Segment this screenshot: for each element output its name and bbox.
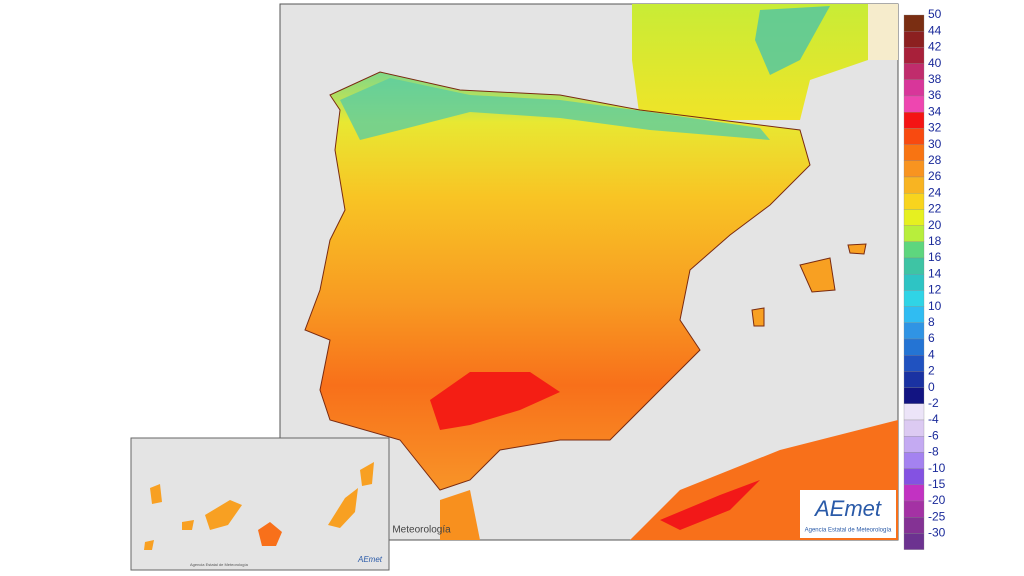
legend-label: 38	[928, 72, 942, 86]
legend-swatch	[903, 31, 925, 48]
legend-swatch	[903, 209, 925, 226]
island	[205, 500, 242, 530]
sea-area	[868, 4, 898, 60]
legend-swatch	[903, 419, 925, 437]
logo-box	[800, 490, 896, 538]
legend-label: 6	[928, 331, 935, 345]
legend-label: 18	[928, 234, 942, 248]
legend-swatch	[903, 14, 925, 32]
canarias-inset: Agencia Estatal de Meteorología AEmet	[130, 437, 390, 571]
alps-area	[755, 6, 830, 75]
inset-logo: AEmet	[357, 555, 383, 564]
legend-label: 0	[928, 380, 935, 394]
legend-swatch	[903, 128, 925, 145]
legend-label: 2	[928, 364, 935, 378]
legend-label: 16	[928, 250, 942, 264]
legend-label: 50	[928, 7, 942, 21]
legend-swatch	[903, 290, 925, 307]
legend: 5044424038363432302826242220181614121086…	[903, 7, 946, 550]
legend-swatch	[903, 403, 925, 421]
legend-label: 12	[928, 283, 942, 297]
island	[258, 522, 282, 546]
north-coast	[340, 78, 770, 140]
legend-swatch	[903, 484, 925, 502]
logo: AEmet	[813, 496, 882, 521]
logo-subtitle: Agencia Estatal de Meteorología	[805, 528, 892, 534]
island	[360, 462, 374, 486]
legend-label: 24	[928, 185, 942, 199]
legend-swatch	[903, 225, 925, 242]
inset-caption: Agencia Estatal de Meteorología	[190, 562, 249, 567]
legend-swatch	[903, 338, 925, 356]
legend-swatch	[903, 63, 925, 80]
island	[182, 520, 194, 530]
iberian-peninsula	[304, 71, 811, 491]
legend-label: 34	[928, 104, 942, 118]
legend-swatch	[903, 452, 925, 469]
legend-swatch	[903, 160, 925, 178]
legend-swatch	[903, 517, 925, 534]
legend-swatch	[903, 306, 925, 323]
legend-label: -6	[928, 428, 939, 442]
legend-label: 20	[928, 218, 942, 232]
legend-label: 44	[928, 23, 942, 37]
legend-label: 32	[928, 121, 942, 135]
legend-swatch	[903, 468, 925, 485]
legend-swatch	[903, 144, 925, 161]
overlay-text: e Meteorología	[384, 525, 451, 536]
legend-swatch	[903, 176, 925, 194]
legend-swatch	[903, 387, 925, 404]
legend-label: 26	[928, 169, 942, 183]
legend-label: -30	[928, 526, 946, 540]
legend-label: 14	[928, 266, 942, 280]
island	[150, 484, 162, 504]
legend-swatch	[903, 257, 925, 275]
legend-label: 40	[928, 56, 942, 70]
legend-swatch	[903, 355, 925, 372]
legend-swatch	[903, 436, 925, 453]
island	[144, 540, 154, 550]
legend-label: -10	[928, 461, 946, 475]
legend-label: -15	[928, 477, 946, 491]
legend-swatch	[903, 193, 925, 210]
legend-label: 4	[928, 347, 935, 361]
main-map: e Meteorología AEmet Agencia Estatal de …	[279, 3, 899, 541]
legend-label: -2	[928, 396, 939, 410]
legend-swatch	[903, 47, 925, 64]
ibiza	[751, 307, 765, 327]
legend-label: 36	[928, 88, 942, 102]
mallorca	[799, 257, 836, 293]
legend-swatch	[903, 500, 925, 518]
atlas-hot	[660, 480, 760, 530]
legend-label: 22	[928, 202, 942, 216]
legend-swatch	[903, 112, 925, 129]
legend-label: -20	[928, 493, 946, 507]
legend-label: 8	[928, 315, 935, 329]
legend-swatch	[903, 95, 925, 113]
legend-swatch	[903, 274, 925, 291]
legend-label: 42	[928, 40, 942, 54]
hot-area	[430, 372, 560, 430]
morocco-tip	[440, 490, 480, 540]
menorca	[847, 243, 867, 255]
legend-label: -25	[928, 509, 946, 523]
legend-swatch	[903, 533, 925, 550]
legend-label: 30	[928, 137, 942, 151]
legend-swatch	[903, 241, 925, 259]
legend-label: -8	[928, 445, 939, 459]
legend-swatch	[903, 79, 925, 97]
island	[328, 488, 358, 528]
legend-swatch	[903, 371, 925, 388]
legend-label: -4	[928, 412, 939, 426]
legend-swatch	[903, 322, 925, 340]
legend-label: 28	[928, 153, 942, 167]
legend-label: 10	[928, 299, 942, 313]
